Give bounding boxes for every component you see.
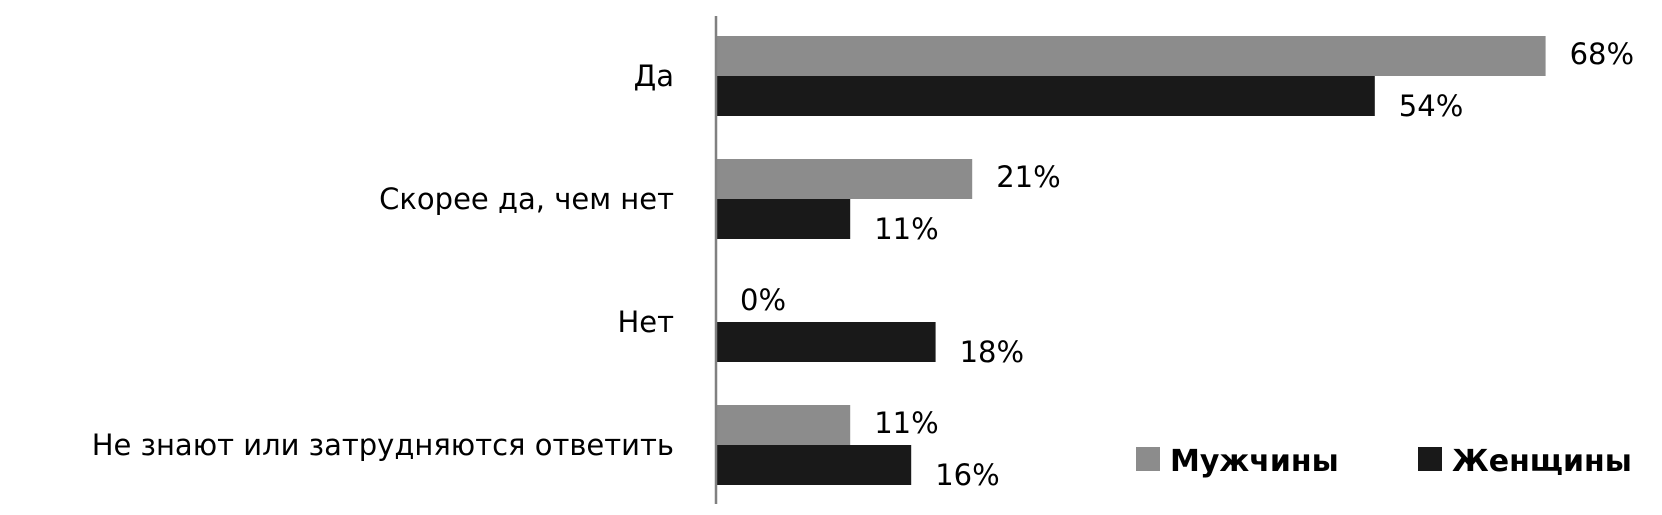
bar-women: [716, 322, 936, 362]
data-label: 21%: [996, 160, 1060, 194]
value-labels: 68% 54% 21% 11% 0% 18% 11% 16%: [740, 37, 1634, 492]
bars: [716, 36, 1546, 485]
data-label: 16%: [935, 458, 999, 492]
data-label: 0%: [740, 283, 786, 317]
legend-label-men: Мужчины: [1170, 444, 1339, 479]
data-label: 11%: [874, 212, 938, 246]
legend-swatch-women: [1418, 447, 1442, 471]
category-label: Да: [634, 59, 674, 93]
data-label: 18%: [960, 335, 1024, 369]
bar-men: [716, 159, 973, 199]
category-label: Не знают или затрудняются ответить: [92, 428, 674, 462]
category-label: Нет: [617, 305, 674, 339]
bar-women: [716, 445, 912, 485]
category-labels: Да Скорее да, чем нет Нет Не знают или затр…: [92, 59, 674, 462]
legend-swatch-men: [1136, 447, 1160, 471]
category-label: Скорее да, чем нет: [379, 182, 674, 216]
legend-label-women: Женщины: [1452, 444, 1632, 479]
data-label: 11%: [874, 406, 938, 440]
legend: Мужчины Женщины: [1136, 444, 1632, 479]
bar-women: [716, 76, 1375, 116]
data-label: 54%: [1399, 89, 1463, 123]
bar-men: [716, 36, 1546, 76]
data-label: 68%: [1570, 37, 1634, 71]
bar-men: [716, 405, 851, 445]
bar-women: [716, 199, 851, 239]
